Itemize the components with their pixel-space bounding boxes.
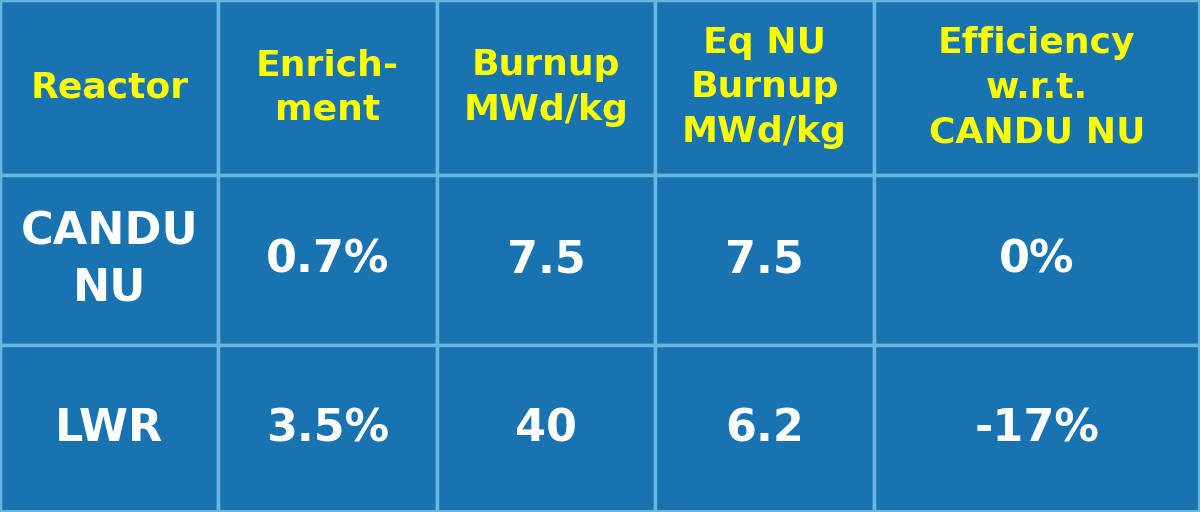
Bar [218, 0, 437, 175]
Bar [437, 175, 655, 345]
Bar [655, 0, 874, 175]
Bar [0, 175, 218, 345]
Text: LWR: LWR [55, 407, 163, 450]
Text: 0%: 0% [1000, 239, 1074, 282]
Bar [874, 345, 1200, 512]
Text: 0.7%: 0.7% [266, 239, 389, 282]
Bar [655, 175, 874, 345]
Bar [0, 0, 218, 175]
Bar [437, 0, 655, 175]
Bar [218, 175, 437, 345]
Text: CANDU
NU: CANDU NU [20, 210, 198, 310]
Text: 7.5: 7.5 [725, 239, 804, 282]
Text: 40: 40 [515, 407, 577, 450]
Text: -17%: -17% [974, 407, 1099, 450]
Text: 7.5: 7.5 [506, 239, 586, 282]
Bar [437, 345, 655, 512]
Bar [874, 0, 1200, 175]
Bar [218, 345, 437, 512]
Bar [874, 175, 1200, 345]
Text: 3.5%: 3.5% [266, 407, 389, 450]
Bar [0, 345, 218, 512]
Text: Efficiency
w.r.t.
CANDU NU: Efficiency w.r.t. CANDU NU [929, 26, 1145, 150]
Text: Reactor: Reactor [30, 71, 188, 104]
Bar [655, 345, 874, 512]
Text: 6.2: 6.2 [725, 407, 804, 450]
Text: Eq NU
Burnup
MWd/kg: Eq NU Burnup MWd/kg [682, 26, 847, 150]
Text: Burnup
MWd/kg: Burnup MWd/kg [463, 48, 629, 127]
Text: Enrich-
ment: Enrich- ment [256, 48, 400, 127]
